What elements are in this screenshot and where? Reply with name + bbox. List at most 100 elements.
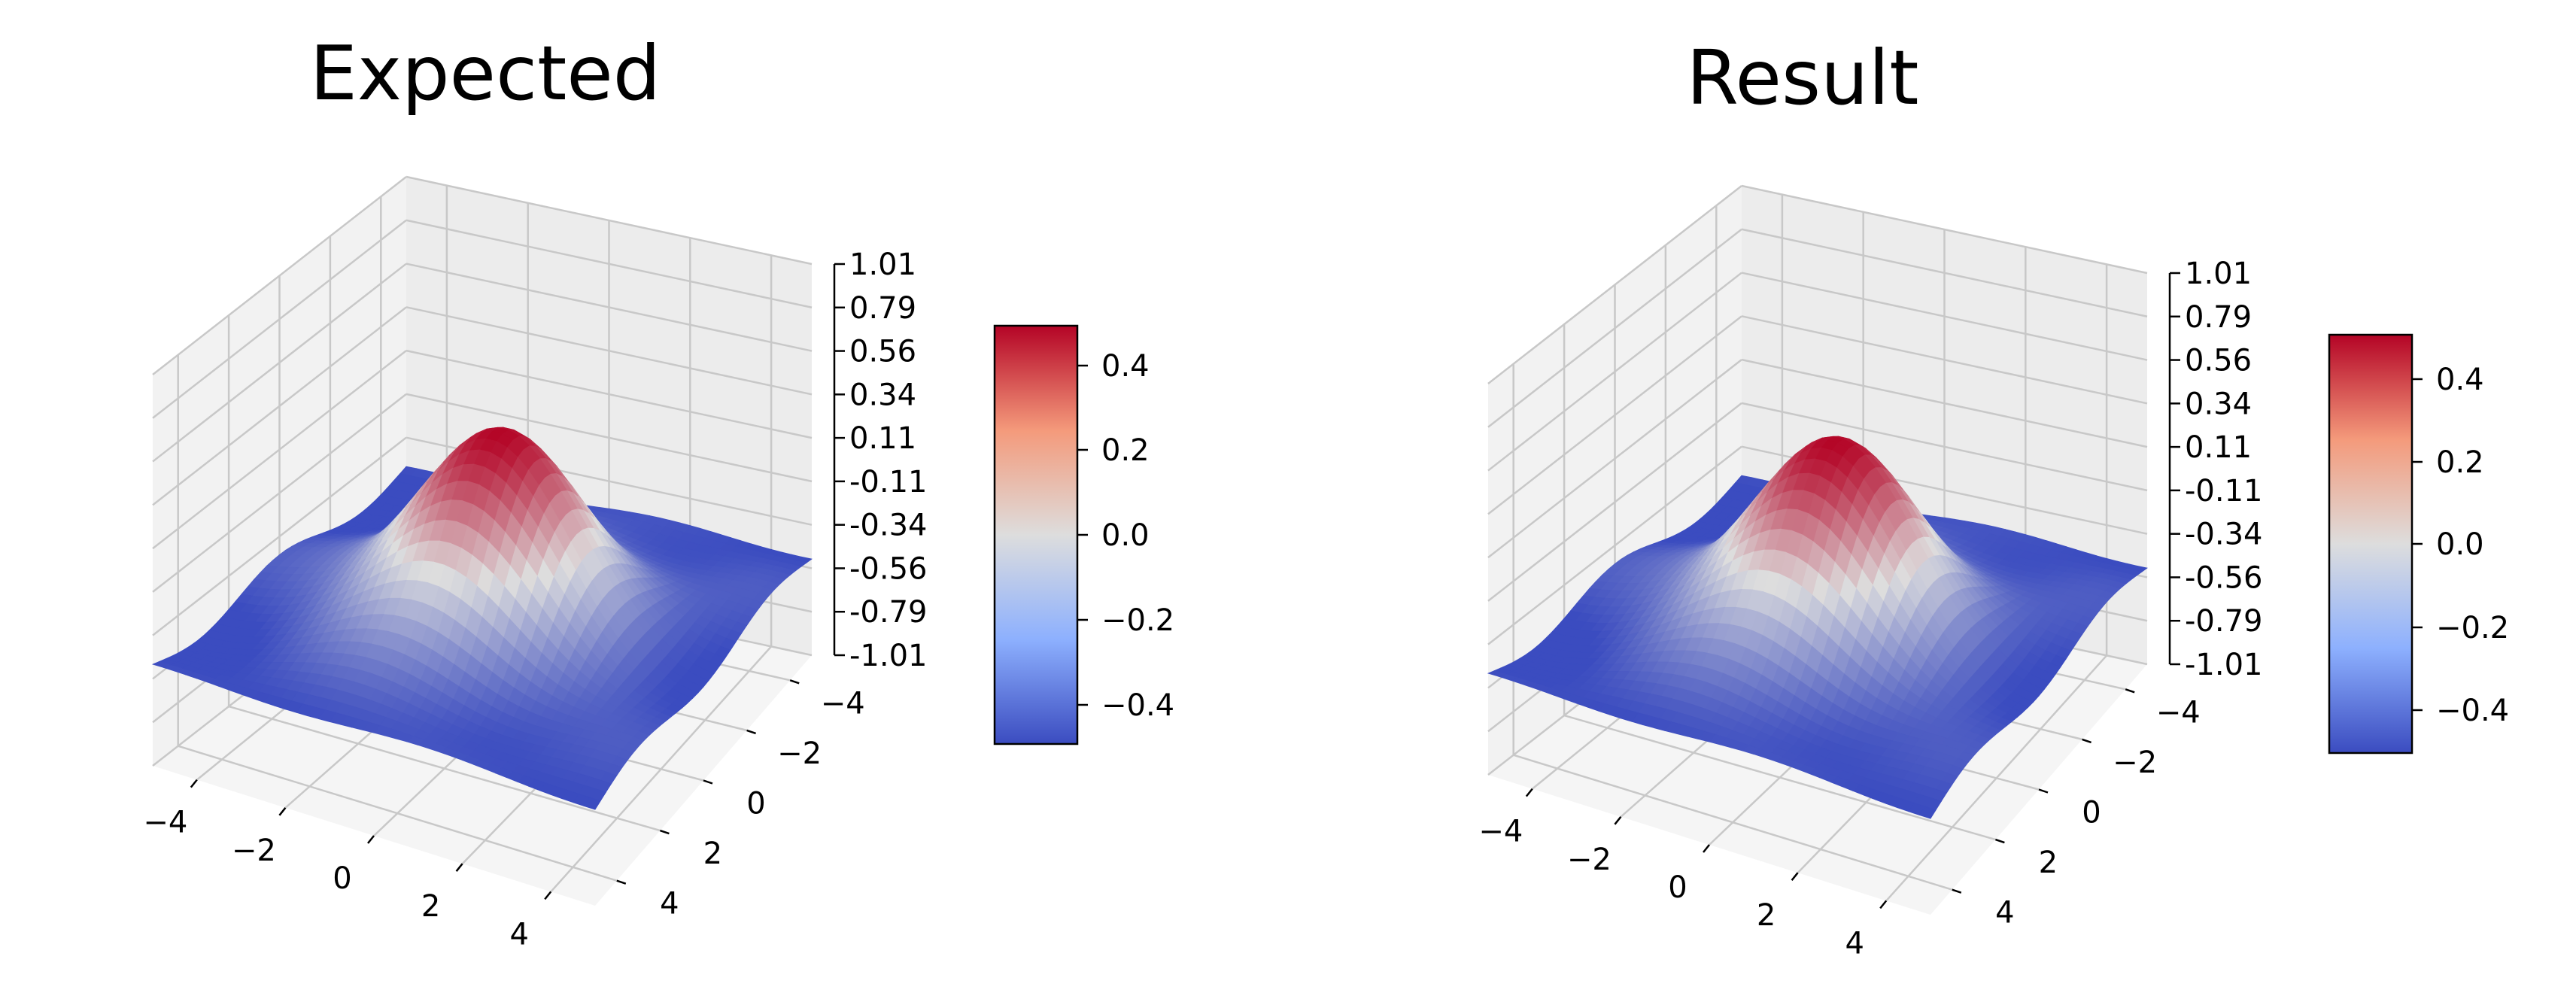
expected-colorbar-ticks: 0.4 0.2 0.0 −0.2 −0.4 — [1077, 349, 1174, 723]
axis-ticks: −4−2024−4−2024-1.01-0.79-0.56-0.34-0.110… — [1478, 257, 2262, 961]
z-tick-label: 1.01 — [849, 247, 916, 282]
z-tick-label: -0.11 — [2185, 474, 2263, 509]
expected-panel: Expected −4−2024−4−2024-1.01-0.79-0.56-0… — [143, 29, 1174, 952]
expected-colorbar-tick: −0.2 — [1101, 603, 1174, 638]
gridline — [152, 393, 407, 593]
expected-colorbar-tick: 0.2 — [1101, 433, 1150, 468]
expected-colorbar: 0.4 0.2 0.0 −0.2 −0.4 — [993, 324, 1174, 745]
result-title: Result — [1687, 34, 1919, 122]
z-tick-label: 0.11 — [849, 421, 916, 456]
z-tick-label: 0.56 — [2185, 344, 2252, 378]
y-tick-label: −4 — [2156, 695, 2201, 730]
gridline — [1487, 402, 1742, 602]
gridline — [228, 705, 661, 832]
expected-colorbar-gradient — [993, 324, 1079, 745]
z-tick-label: 0.34 — [2185, 387, 2252, 421]
z-tick-label: -0.79 — [2185, 604, 2263, 639]
z-tick-label: -0.56 — [849, 551, 928, 586]
gridline — [406, 349, 813, 439]
result-colorbar-ticks: 0.4 0.2 0.0 −0.2 −0.4 — [2412, 363, 2509, 728]
surface — [151, 427, 813, 810]
y-tick-label: 4 — [660, 887, 679, 922]
gridline — [152, 263, 407, 463]
gridline — [1741, 315, 2148, 405]
result-colorbar-tick: −0.2 — [2436, 611, 2509, 645]
gridline — [406, 175, 813, 266]
x-tick-label: −2 — [1567, 843, 1612, 877]
y-tick-label: 0 — [746, 787, 765, 821]
y-tick-label: 0 — [2082, 796, 2101, 830]
x-tick-mark — [1703, 844, 1710, 853]
z-tick-label: -0.11 — [849, 465, 928, 499]
y-tick-label: −2 — [2113, 745, 2157, 780]
z-tick-label: 0.34 — [849, 378, 916, 412]
z-tick-label: 0.11 — [2185, 430, 2252, 465]
gridline — [406, 263, 813, 352]
y-tick-mark — [1995, 838, 2005, 844]
result-colorbar-gradient — [2328, 333, 2413, 755]
x-tick-label: −4 — [1478, 815, 1523, 849]
z-tick-label: 1.01 — [2185, 257, 2252, 291]
z-tick-label: 0.56 — [849, 335, 916, 369]
gridline — [1741, 402, 2148, 492]
gridline — [152, 350, 407, 550]
z-tick-label: -0.56 — [2185, 560, 2263, 595]
gridline — [1487, 185, 1742, 384]
gridline — [1563, 714, 1996, 841]
gridline — [152, 436, 407, 636]
gridline — [406, 306, 813, 396]
gridline — [1487, 445, 1742, 645]
result-colorbar-tick: 0.0 — [2436, 527, 2484, 562]
y-tick-mark — [789, 679, 800, 685]
gridline — [152, 176, 407, 375]
x-tick-label: 2 — [1757, 898, 1776, 933]
z-tick-label: -0.34 — [2185, 518, 2263, 552]
y-tick-mark — [616, 879, 627, 885]
x-tick-mark — [190, 779, 198, 788]
result-panel: Result −4−2024−4−2024-1.01-0.79-0.56-0.3… — [1478, 34, 2509, 961]
gridline — [152, 306, 407, 506]
z-tick-label: -1.01 — [849, 639, 928, 673]
x-tick-mark — [1791, 872, 1799, 881]
gridline — [1741, 228, 2148, 317]
x-tick-mark — [544, 891, 552, 900]
result-colorbar: 0.4 0.2 0.0 −0.2 −0.4 — [2328, 333, 2509, 755]
gridline — [1487, 315, 1742, 515]
gridline — [406, 219, 813, 308]
z-tick-label: -0.34 — [849, 509, 928, 543]
x-tick-mark — [455, 863, 463, 872]
y-tick-mark — [746, 729, 756, 735]
z-tick-label: 0.79 — [849, 291, 916, 326]
expected-3d-axes: −4−2024−4−2024-1.01-0.79-0.56-0.34-0.110… — [143, 175, 928, 952]
x-tick-mark — [367, 835, 375, 844]
x-tick-label: 4 — [509, 917, 528, 952]
x-tick-label: 0 — [333, 861, 351, 896]
x-tick-label: −4 — [143, 806, 187, 840]
surface — [1487, 436, 2148, 819]
y-tick-label: −4 — [821, 686, 865, 721]
gridline — [178, 745, 618, 882]
gridline — [1487, 228, 1742, 428]
expected-colorbar-tick: 0.0 — [1101, 518, 1150, 553]
result-colorbar-tick: 0.4 — [2436, 363, 2484, 397]
gridline — [1741, 358, 2148, 448]
y-tick-label: 2 — [703, 837, 722, 871]
y-tick-mark — [2082, 738, 2091, 744]
x-tick-label: 4 — [1845, 926, 1864, 961]
x-tick-mark — [1879, 900, 1888, 909]
gridline — [1741, 184, 2148, 275]
expected-colorbar-tick: −0.4 — [1101, 688, 1174, 723]
y-tick-mark — [2038, 788, 2049, 794]
y-tick-mark — [660, 829, 670, 835]
axis-ticks: −4−2024−4−2024-1.01-0.79-0.56-0.34-0.110… — [143, 247, 927, 952]
surface-facet — [151, 661, 172, 668]
result-colorbar-tick: −0.4 — [2436, 694, 2509, 728]
y-tick-label: 2 — [2039, 846, 2058, 880]
result-colorbar-tick: 0.2 — [2436, 445, 2484, 480]
y-tick-label: 4 — [1995, 896, 2014, 931]
y-tick-label: −2 — [777, 736, 822, 771]
gridline — [152, 219, 407, 419]
z-tick-label: -1.01 — [2185, 648, 2263, 682]
expected-colorbar-tick: 0.4 — [1101, 349, 1150, 384]
